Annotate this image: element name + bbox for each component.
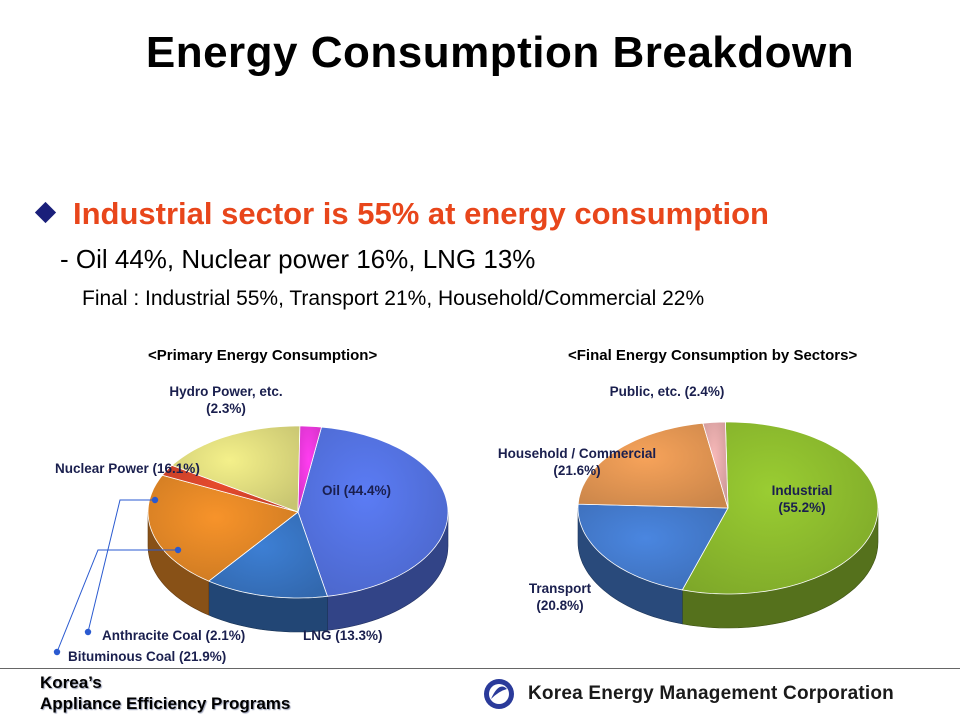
headline-bullet: Industrial sector is 55% at energy consu… — [34, 196, 769, 232]
slice-oil — [297, 426, 449, 597]
headline-text: Industrial sector is 55% at energy consu… — [73, 196, 769, 231]
label-hydro: Hydro Power, etc. (2.3%) — [169, 384, 283, 416]
label-public: Public, etc. (2.4%) — [609, 384, 725, 399]
footer-program: Korea’s Appliance Efficiency Programs — [40, 672, 290, 714]
label-industrial: Industrial (55.2%) — [771, 483, 833, 515]
slice-industrial — [681, 421, 879, 595]
label-bituminous: Bituminous Coal (21.9%) — [68, 649, 227, 664]
corporation-name: Korea Energy Management Corporation — [528, 683, 894, 704]
footer-divider — [0, 668, 960, 669]
slice-hydro — [297, 425, 323, 513]
label-transport: Transport (20.8%) — [528, 581, 592, 613]
footer-line-1: Korea’s — [40, 673, 102, 692]
footer-corporation: Korea Energy Management Corporation — [482, 676, 894, 712]
slice-lng — [208, 511, 328, 599]
primary-summary: - Oil 44%, Nuclear power 16%, LNG 13% — [60, 244, 536, 274]
slice-bituminous — [147, 474, 299, 582]
leader-dot — [53, 648, 61, 656]
label-anthracite: Anthracite Coal (2.1%) — [102, 628, 246, 643]
slice-anthracite — [161, 464, 299, 513]
label-household: Household / Commercial (21.6%) — [497, 446, 657, 478]
pie-0 — [147, 425, 449, 633]
primary-chart-title: <Primary Energy Consumption> — [148, 347, 378, 364]
slice-household — [577, 422, 729, 509]
footer-line-2: Appliance Efficiency Programs — [40, 694, 291, 713]
leader-lines — [53, 496, 182, 656]
slice-transport — [577, 503, 729, 591]
label-oil: Oil (44.4%) — [322, 483, 392, 498]
final-summary: Final : Industrial 55%, Transport 21%, H… — [82, 287, 705, 310]
label-lng: LNG (13.3%) — [303, 628, 383, 643]
leader-dot — [151, 496, 159, 504]
page-title: Energy Consumption Breakdown — [145, 28, 855, 77]
final-chart-title: <Final Energy Consumption by Sectors> — [568, 347, 858, 364]
slice-public, — [702, 421, 729, 509]
pie-1 — [577, 421, 879, 629]
kemco-logo-icon — [484, 679, 514, 709]
leader-dot — [174, 546, 182, 554]
slice-nuclear — [171, 425, 301, 513]
leader-dot — [84, 628, 92, 636]
label-nuclear: Nuclear Power (16.1%) — [55, 461, 200, 476]
